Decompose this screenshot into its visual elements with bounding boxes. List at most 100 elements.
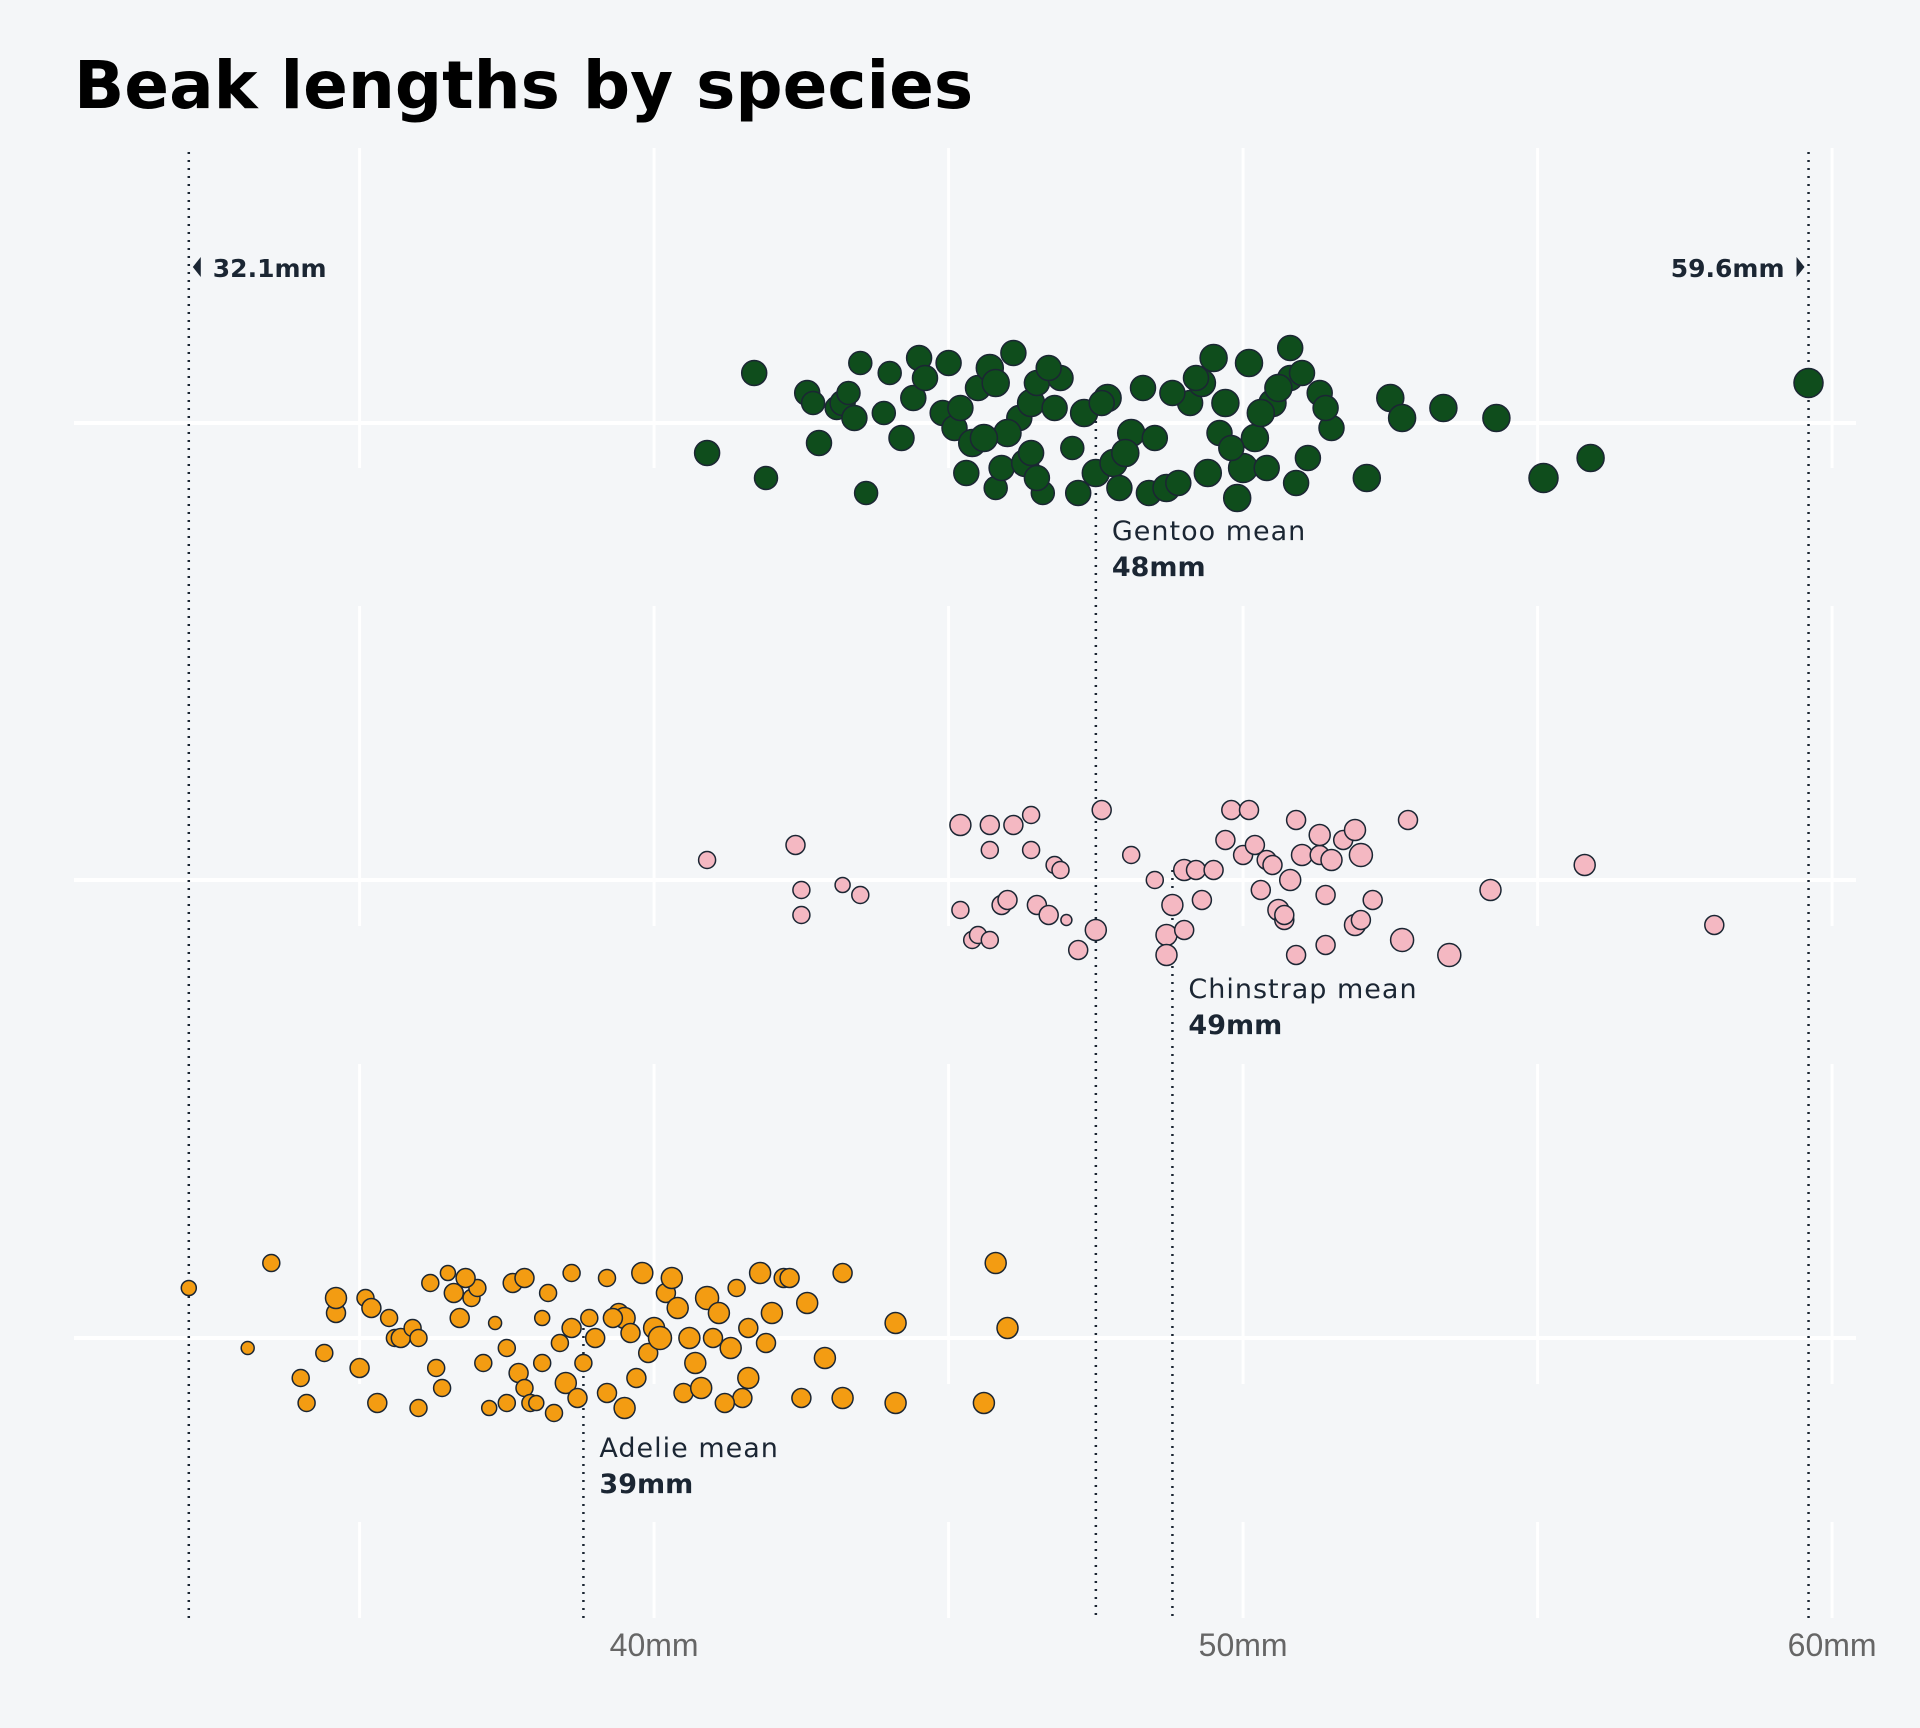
point-adelie (972, 1391, 996, 1415)
point-adelie (455, 1267, 476, 1289)
point-adelie (533, 1309, 551, 1327)
point-adelie (528, 1394, 545, 1412)
point-adelie (631, 1261, 654, 1285)
point-adelie (449, 1307, 470, 1329)
point-adelie (602, 1307, 624, 1329)
point-gentoo (1253, 454, 1280, 482)
point-chinstrap (1278, 868, 1302, 892)
point-adelie (832, 1262, 853, 1284)
point-chinstrap (1285, 809, 1307, 831)
point-gentoo (1041, 394, 1068, 422)
point-gentoo (1576, 443, 1605, 473)
point-gentoo (1312, 394, 1339, 422)
point-adelie (262, 1253, 281, 1273)
chart-title: Beak lengths by species (74, 47, 973, 124)
mean-labels: Gentoo mean 48mm Chinstrap mean 49mm Adelie … (599, 516, 1417, 1500)
point-gentoo (1141, 424, 1169, 452)
point-adelie (620, 1322, 641, 1344)
point-gentoo (900, 384, 927, 412)
point-adelie (666, 1296, 689, 1320)
point-adelie (554, 1371, 578, 1395)
point-gentoo (1129, 374, 1157, 402)
point-gentoo (753, 465, 779, 491)
point-gentoo (1528, 462, 1559, 494)
point-chinstrap (1038, 904, 1059, 926)
point-chinstrap (1274, 904, 1295, 926)
point-gentoo (1246, 398, 1276, 428)
point-gentoo (740, 359, 768, 387)
point-chinstrap (1315, 934, 1336, 956)
point-gentoo (935, 349, 962, 377)
point-gentoo (800, 390, 826, 416)
point-gentoo (1064, 479, 1092, 507)
point-chinstrap (980, 930, 1000, 950)
point-adelie (487, 1315, 503, 1331)
point-chinstrap (1573, 853, 1596, 877)
point-gentoo (981, 368, 1010, 398)
point-chinstrap (792, 880, 811, 900)
x-axis-ticks: 40mm 50mm 60mm (610, 1627, 1877, 1663)
point-adelie (497, 1338, 517, 1358)
point-adelie (409, 1398, 428, 1418)
point-chinstrap (1155, 923, 1178, 947)
point-gentoo (1218, 434, 1245, 462)
point-adelie (409, 1328, 428, 1348)
point-adelie (647, 1325, 673, 1351)
point-adelie (996, 1316, 1019, 1340)
point-adelie (678, 1326, 701, 1350)
max-label: 59.6mm (1671, 254, 1785, 283)
point-chinstrap (1244, 834, 1266, 856)
point-adelie (561, 1317, 582, 1339)
point-adelie (324, 1286, 348, 1310)
mean-label-chinstrap: Chinstrap mean (1188, 974, 1417, 1005)
point-adelie (480, 1399, 498, 1417)
point-gentoo (1199, 343, 1228, 373)
point-gentoo (836, 380, 861, 406)
min-arrow-icon (192, 257, 201, 277)
point-gentoo (1182, 364, 1210, 392)
point-gentoo (1222, 483, 1252, 513)
point-chinstrap (1121, 845, 1141, 865)
point-chinstrap (1437, 942, 1462, 968)
point-adelie (291, 1368, 310, 1388)
point-chinstrap (1704, 914, 1725, 936)
point-adelie (684, 1351, 707, 1375)
point-chinstrap (1067, 939, 1089, 961)
point-chinstrap (1060, 913, 1073, 927)
point-chinstrap (1343, 818, 1367, 842)
point-gentoo (805, 429, 833, 457)
point-adelie (613, 1396, 636, 1420)
point-adelie (596, 1382, 618, 1404)
point-gentoo (1793, 367, 1824, 399)
point-chinstrap (1479, 878, 1502, 902)
mean-lines (582, 413, 1174, 1618)
point-chinstrap (1161, 893, 1184, 917)
min-max-markers: 32.1mm 59.6mm (187, 152, 1810, 1618)
point-adelie (637, 1342, 659, 1364)
mean-value-gentoo: 48mm (1112, 552, 1206, 583)
point-adelie (532, 1353, 552, 1373)
point-gentoo (1288, 359, 1316, 387)
point-chinstrap (1021, 805, 1041, 825)
point-gentoo (1294, 444, 1322, 472)
point-chinstrap (851, 885, 870, 905)
point-chinstrap (1221, 799, 1242, 821)
point-adelie (755, 1332, 777, 1354)
x-tick-50: 50mm (1199, 1627, 1288, 1663)
point-gentoo (911, 364, 939, 392)
point-adelie (779, 1267, 800, 1289)
point-gentoo (1282, 469, 1310, 497)
point-adelie (497, 1393, 517, 1413)
point-gentoo (1165, 469, 1192, 497)
point-adelie (597, 1268, 617, 1288)
point-adelie (660, 1266, 684, 1290)
grid-layer (358, 148, 1834, 1618)
point-adelie (831, 1386, 854, 1410)
point-gentoo (1240, 423, 1270, 453)
point-gentoo (988, 454, 1015, 482)
point-chinstrap (1051, 860, 1070, 880)
point-adelie (550, 1333, 570, 1353)
point-chinstrap (1397, 809, 1419, 831)
